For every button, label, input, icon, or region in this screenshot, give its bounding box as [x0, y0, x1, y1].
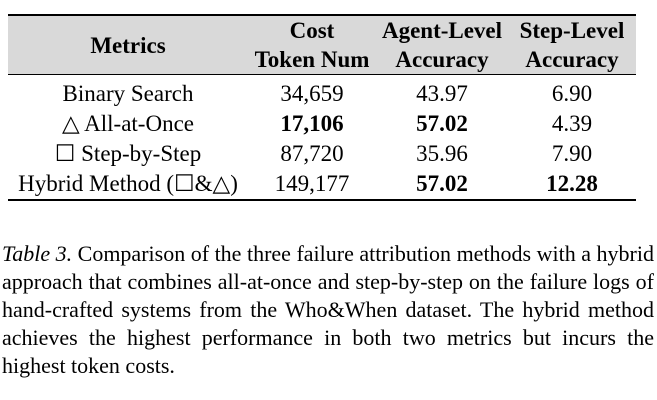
step-accuracy-cell: 6.90 [551, 81, 593, 106]
step-accuracy-cell: 7.90 [551, 141, 593, 166]
header-metrics: Metrics [90, 32, 166, 58]
caption-text: Comparison of the three failure attribut… [2, 241, 654, 378]
method-cell: Binary Search [62, 81, 194, 106]
table-row: ☐ Step-by-Step 87,720 35.96 7.90 [8, 139, 636, 169]
cost-cell: 17,106 [280, 111, 344, 136]
header-cost: Cost Token Num [254, 18, 370, 72]
results-table-container: Metrics Cost Token Num Agent-Level Accur… [8, 14, 636, 201]
table-row: Binary Search 34,659 43.97 6.90 [8, 74, 636, 110]
cost-cell: 34,659 [280, 81, 344, 106]
agent-accuracy-cell: 43.97 [416, 81, 468, 106]
table-caption: Table 3. Comparison of the three failure… [2, 240, 654, 380]
cost-cell: 87,720 [280, 141, 344, 166]
header-agent-accuracy: Agent-Level Accuracy [381, 18, 503, 72]
step-accuracy-cell: 4.39 [551, 111, 593, 136]
caption-label: Table 3. [2, 241, 73, 266]
header-row: Metrics Cost Token Num Agent-Level Accur… [8, 15, 636, 75]
header-step-accuracy: Step-Level Accuracy [519, 18, 625, 72]
cost-cell: 149,177 [274, 171, 350, 196]
method-cell: ☐ Step-by-Step [54, 141, 202, 166]
agent-accuracy-cell: 35.96 [416, 141, 468, 166]
agent-accuracy-cell: 57.02 [416, 111, 468, 136]
step-accuracy-cell: 12.28 [546, 171, 598, 196]
table-row: Hybrid Method (☐&△) 149,177 57.02 12.28 [8, 169, 636, 200]
method-cell: Hybrid Method (☐&△) [18, 171, 238, 196]
table-row: △ All-at-Once 17,106 57.02 4.39 [8, 109, 636, 139]
results-table: Metrics Cost Token Num Agent-Level Accur… [8, 14, 636, 201]
method-cell: △ All-at-Once [61, 111, 194, 136]
agent-accuracy-cell: 57.02 [416, 171, 468, 196]
